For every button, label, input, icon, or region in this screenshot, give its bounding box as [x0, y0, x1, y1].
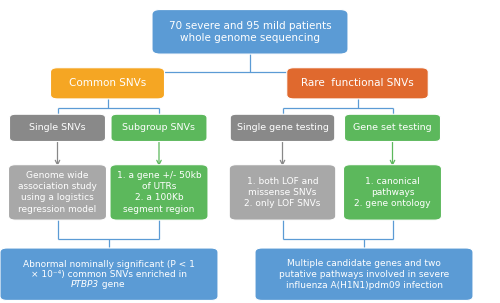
Text: Multiple candidate genes and two
putative pathways involved in severe
influenza : Multiple candidate genes and two putativ… — [279, 259, 449, 290]
Text: 1. a gene +/- 50kb
of UTRs
2. a 100Kb
segment region: 1. a gene +/- 50kb of UTRs 2. a 100Kb se… — [116, 171, 202, 214]
FancyBboxPatch shape — [111, 114, 207, 142]
FancyBboxPatch shape — [229, 165, 336, 220]
Text: Single gene testing: Single gene testing — [236, 123, 328, 132]
Text: 1. both LOF and
missense SNVs
2. only LOF SNVs: 1. both LOF and missense SNVs 2. only LO… — [244, 177, 320, 208]
Text: Gene set testing: Gene set testing — [353, 123, 432, 132]
FancyBboxPatch shape — [110, 165, 208, 220]
FancyBboxPatch shape — [152, 9, 348, 54]
Text: 1. canonical
pathways
2. gene ontology: 1. canonical pathways 2. gene ontology — [354, 177, 431, 208]
FancyBboxPatch shape — [286, 68, 428, 99]
FancyBboxPatch shape — [50, 68, 164, 99]
Text: Single SNVs: Single SNVs — [29, 123, 86, 132]
Text: Rare  functional SNVs: Rare functional SNVs — [301, 78, 414, 88]
FancyBboxPatch shape — [0, 248, 218, 301]
FancyBboxPatch shape — [8, 165, 106, 220]
Text: gene: gene — [99, 280, 124, 289]
FancyBboxPatch shape — [10, 114, 106, 142]
Text: Abnormal nominally significant (P < 1: Abnormal nominally significant (P < 1 — [23, 260, 195, 269]
Text: Common SNVs: Common SNVs — [69, 78, 146, 88]
Text: × 10⁻⁴) common SNVs enriched in: × 10⁻⁴) common SNVs enriched in — [31, 270, 187, 279]
FancyBboxPatch shape — [230, 114, 334, 142]
Text: Subgroup SNVs: Subgroup SNVs — [122, 123, 196, 132]
Text: Genome wide
association study
using a logistics
regression model: Genome wide association study using a lo… — [18, 171, 97, 214]
FancyBboxPatch shape — [344, 114, 440, 142]
Text: 70 severe and 95 mild patients
whole genome sequencing: 70 severe and 95 mild patients whole gen… — [168, 21, 332, 43]
FancyBboxPatch shape — [344, 165, 442, 220]
FancyBboxPatch shape — [255, 248, 473, 301]
Text: PTBP3: PTBP3 — [71, 280, 99, 289]
